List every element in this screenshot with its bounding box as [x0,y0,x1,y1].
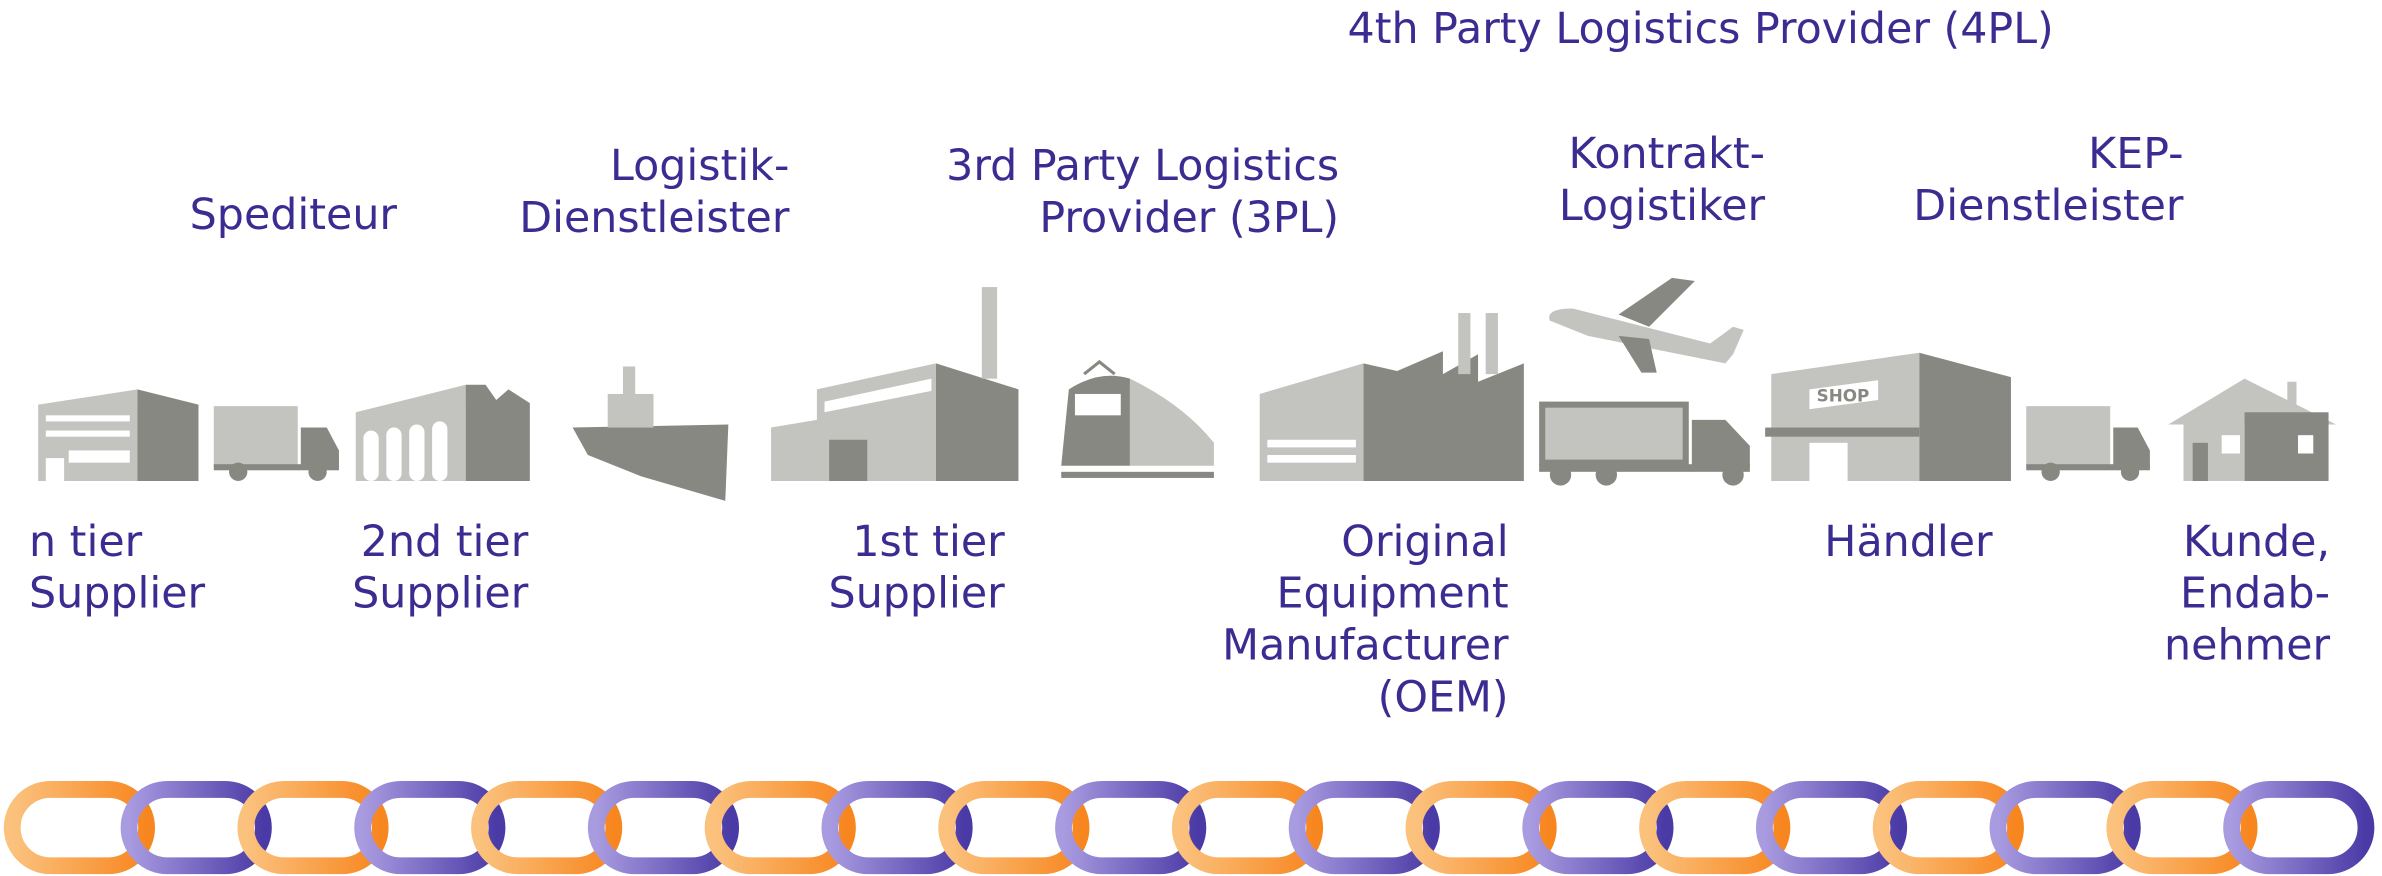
stage-label: 2nd tier [361,517,529,567]
provider-label: Kontrakt- [1568,129,1765,179]
stage-label: Equipment [1277,569,1509,619]
house-icon [2168,379,2336,481]
ship-icon [573,366,729,500]
shop-icon: SHOP [1765,353,2011,481]
warehouse-icon [38,389,198,481]
provider-label: Dienstleister [519,193,790,243]
icons: SHOP [38,278,2336,501]
stage-label: n tier [29,517,143,567]
provider-label: Logistik- [610,141,789,191]
provider-label: Provider (3PL) [1039,193,1339,243]
shop-sign: SHOP [1817,386,1870,406]
stage-label: Original [1341,517,1508,567]
stage-label: (OEM) [1378,673,1509,723]
plane-icon [1549,278,1744,373]
stage-label: Manufacturer [1222,621,1509,671]
provider-label: 3rd Party Logistics [946,141,1339,191]
stage-label: Kunde, [2183,517,2330,567]
truck-icon [2026,406,2150,481]
factory-icon [771,287,1018,481]
stage-label: Supplier [29,569,206,619]
supply-chain-diagram: 4th Party Logistics Provider (4PL) [0,0,2382,876]
provider-label: KEP- [2088,129,2183,179]
provider-label: Spediteur [190,190,398,240]
provider-label: Logistiker [1559,181,1766,231]
truck-icon [1539,402,1750,486]
stage-label: Händler [1824,517,1993,567]
stage-label: nehmer [2164,621,2330,671]
title: 4th Party Logistics Provider (4PL) [1348,4,2054,54]
stage-label: Endab- [2180,569,2330,619]
stage-label: Supplier [352,569,529,619]
truck-icon [214,406,339,481]
factory-icon [356,385,530,481]
stage-label: 1st tier [852,517,1005,567]
stage-label: Supplier [829,569,1006,619]
provider-label: Dienstleister [1913,181,2184,231]
factory-icon [1260,313,1524,481]
train-icon [1061,362,1214,478]
chain [12,789,2366,865]
